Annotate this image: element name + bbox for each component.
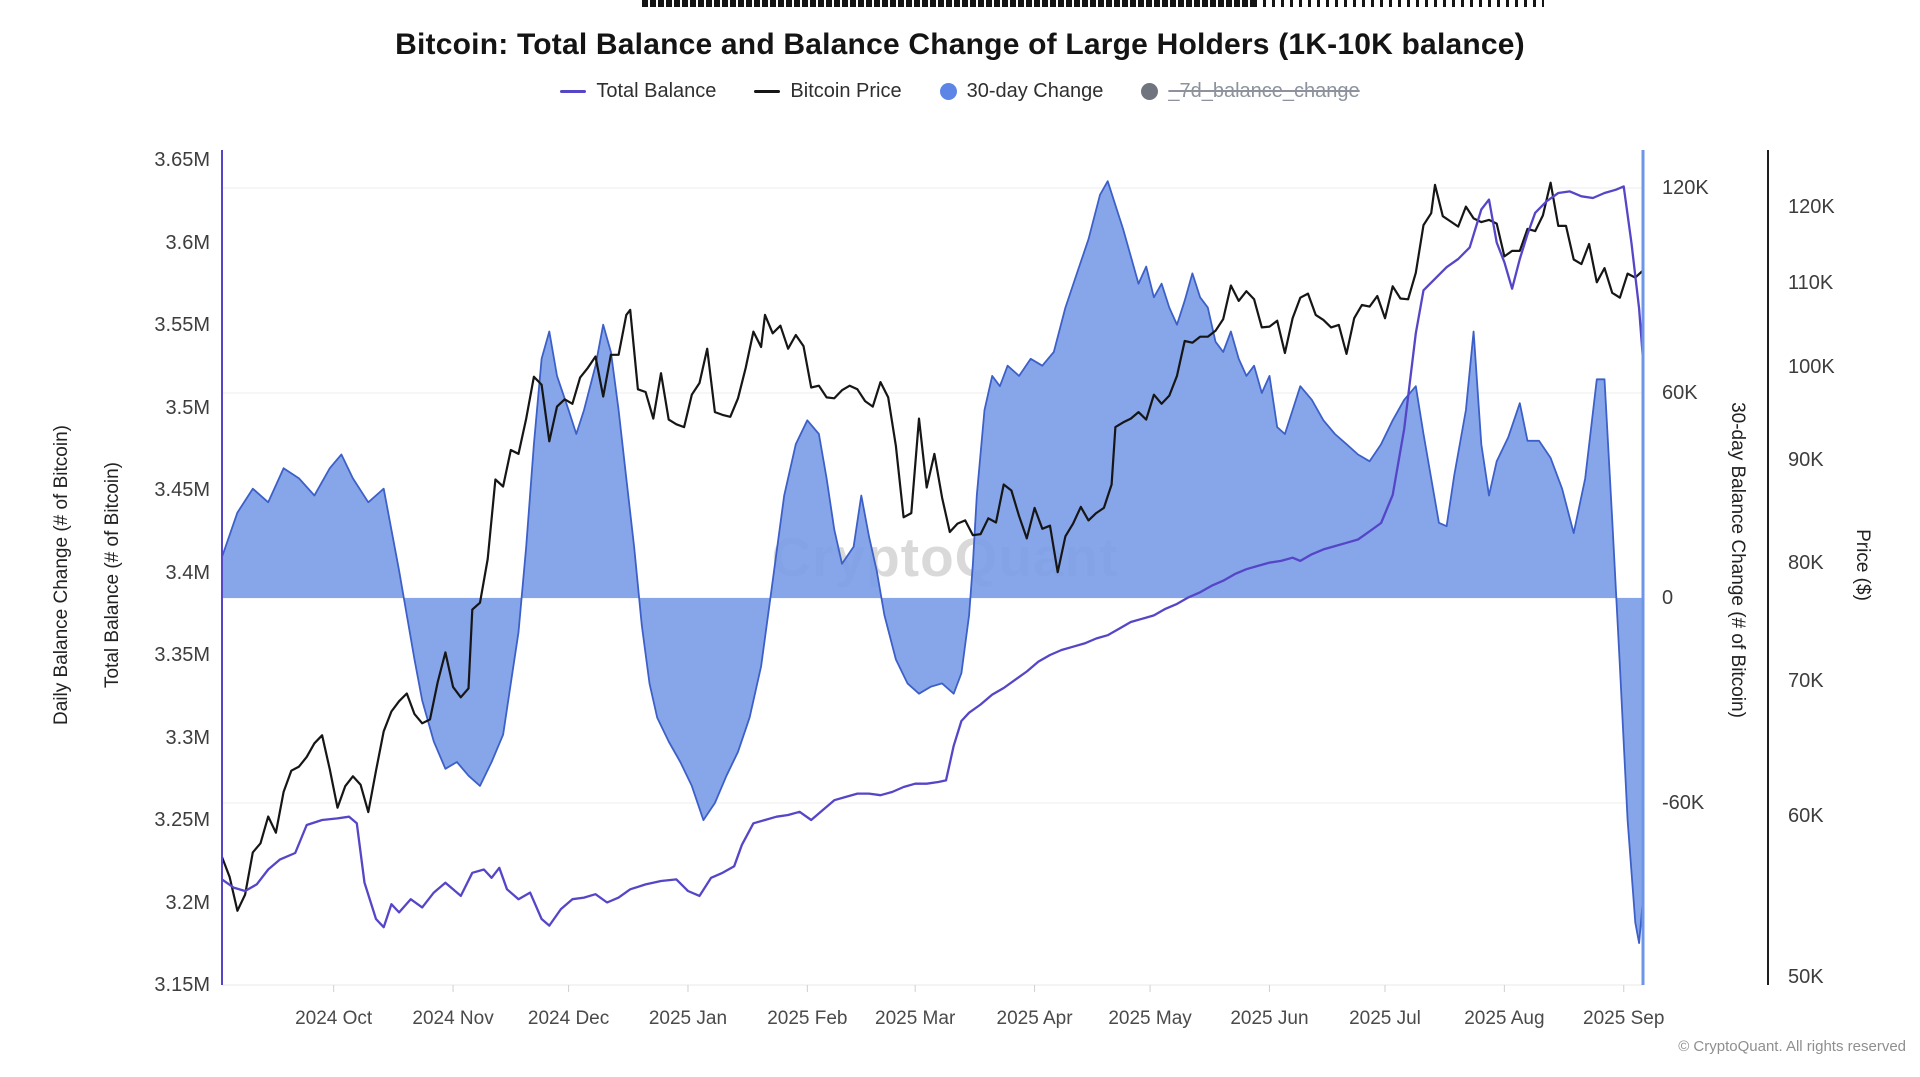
legend-item--7d-balance-change[interactable]: _7d_balance_change: [1141, 80, 1360, 103]
price-tick-label: 80K: [1788, 552, 1824, 575]
balance-tick-label: 3.35M: [154, 644, 210, 666]
x-axis-month-label: 2025 Jun: [1230, 1008, 1309, 1029]
price-tick-label: 60K: [1788, 805, 1824, 828]
legend-circle-swatch: [939, 83, 957, 100]
change-area: [222, 181, 1643, 944]
price-tick-label: 100K: [1788, 356, 1835, 378]
bitcoin-price-line: [220, 181, 1644, 912]
x-axis-month-label: 2024 Dec: [527, 1008, 610, 1029]
legend-circle-swatch: [1141, 83, 1159, 100]
balance-tick-label: 3.65M: [154, 149, 210, 171]
x-axis-month-label: 2025 Sep: [1583, 1008, 1665, 1029]
price-tick-label: 120K: [1788, 195, 1835, 218]
balance-tick-label: 3.6M: [165, 231, 210, 254]
price-tick-label: 90K: [1788, 448, 1824, 471]
balance-tick-label: 3.55M: [154, 314, 210, 336]
change-tick-label: -60K: [1662, 792, 1705, 814]
legend-label: 30-day Change: [966, 80, 1104, 102]
change-tick-label: 0: [1662, 587, 1674, 609]
axis-title-total-balance: Total Balance (# of Bitcoin): [102, 461, 123, 689]
x-axis-month-label: 2024 Oct: [295, 1008, 373, 1029]
legend-item-total-balance[interactable]: Total Balance: [560, 80, 716, 103]
total-balance-line: [221, 185, 1645, 929]
balance-tick-label: 3.4M: [165, 561, 210, 584]
x-axis-month-label: 2025 Feb: [767, 1008, 848, 1029]
axis-title-price: Price ($): [1852, 529, 1873, 601]
legend-line-swatch: [560, 90, 587, 93]
price-tick-label: 50K: [1788, 965, 1824, 988]
cropped-text-artifact: [642, 0, 1254, 7]
price-tick-label: 110K: [1788, 272, 1834, 295]
x-axis-month-label: 2025 May: [1108, 1008, 1192, 1029]
chart-legend: Total Balance Bitcoin Price 30-day Change _…: [0, 80, 1920, 103]
change-area-edge: [221, 180, 1644, 944]
legend-label: Bitcoin Price: [790, 80, 902, 102]
balance-tick-label: 3.15M: [154, 974, 210, 996]
legend-line-swatch: [754, 90, 781, 93]
cropped-text-artifact: [1254, 0, 1544, 7]
change-tick-label: 120K: [1662, 176, 1709, 199]
price-tick-label: 70K: [1788, 669, 1824, 692]
legend-item-bitcoin-price[interactable]: Bitcoin Price: [754, 80, 902, 103]
balance-tick-label: 3.5M: [165, 396, 210, 419]
balance-tick-label: 3.25M: [154, 809, 210, 831]
legend-label: _7d_balance_change: [1168, 80, 1360, 102]
copyright-text: © CryptoQuant. All rights reserved: [1678, 1038, 1906, 1055]
x-axis-month-label: 2025 Jul: [1349, 1008, 1421, 1029]
x-axis-month-label: 2025 Jan: [648, 1008, 728, 1029]
x-axis-month-label: 2025 Apr: [996, 1008, 1073, 1029]
change-tick-label: 60K: [1662, 381, 1698, 404]
chart-title: Bitcoin: Total Balance and Balance Chang…: [395, 28, 1525, 61]
legend-item-30-day-change[interactable]: 30-day Change: [939, 80, 1104, 103]
balance-tick-label: 3.45M: [154, 479, 210, 501]
x-axis-month-label: 2024 Nov: [412, 1008, 494, 1029]
x-axis-month-label: 2025 Mar: [875, 1008, 956, 1029]
balance-tick-label: 3.2M: [165, 891, 210, 914]
x-axis-month-label: 2025 Aug: [1464, 1008, 1545, 1029]
axis-title-daily-balance-change: Daily Balance Change (# of Bitcoin): [51, 425, 72, 725]
balance-tick-label: 3.3M: [165, 726, 210, 749]
axis-title-30day-balance-change: 30-day Balance Change (# of Bitcoin): [1727, 402, 1748, 718]
legend-label: Total Balance: [596, 80, 717, 102]
